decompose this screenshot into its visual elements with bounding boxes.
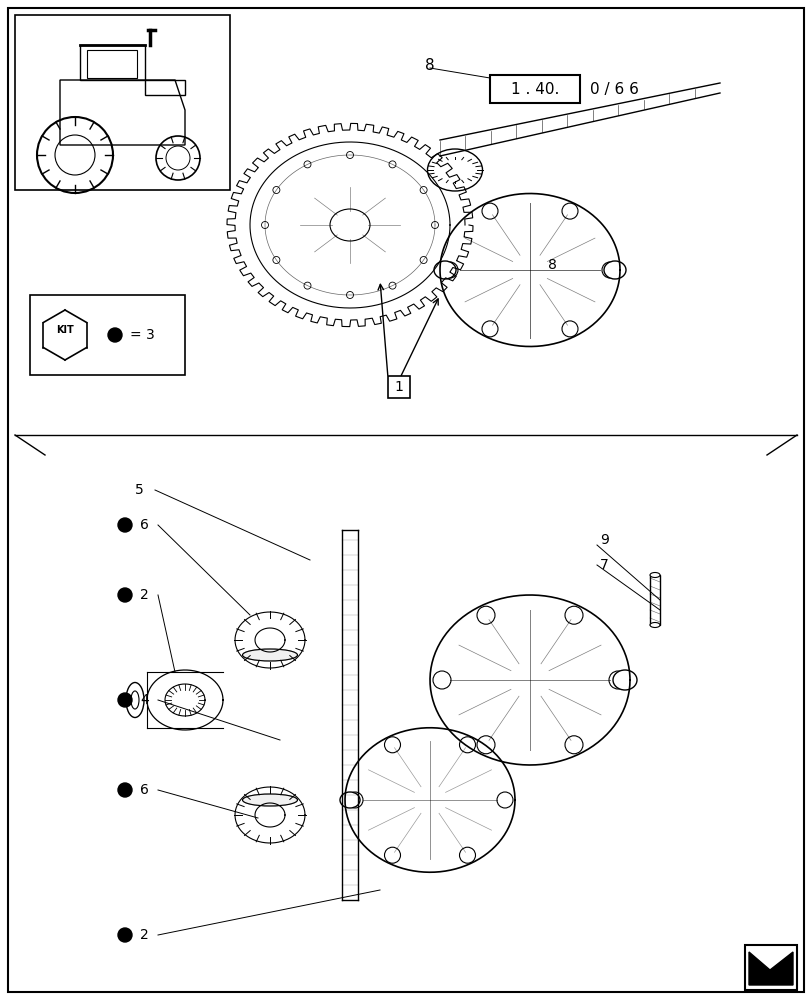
- Ellipse shape: [126, 682, 144, 718]
- Ellipse shape: [612, 670, 636, 690]
- Text: 9: 9: [599, 533, 608, 547]
- Circle shape: [118, 518, 132, 532]
- Ellipse shape: [649, 622, 659, 628]
- Circle shape: [118, 588, 132, 602]
- Text: 5: 5: [135, 483, 144, 497]
- Text: 7: 7: [599, 558, 608, 572]
- Ellipse shape: [649, 572, 659, 578]
- Bar: [15, 15, 230, 190]
- Ellipse shape: [131, 691, 139, 709]
- Text: = 3: = 3: [130, 328, 155, 342]
- Ellipse shape: [340, 792, 359, 808]
- Circle shape: [118, 783, 132, 797]
- Bar: [649, 575, 659, 625]
- Ellipse shape: [242, 794, 297, 806]
- Bar: [388, 376, 410, 398]
- Ellipse shape: [603, 261, 625, 279]
- Ellipse shape: [433, 261, 456, 279]
- Text: 8: 8: [547, 258, 556, 272]
- Bar: [744, 945, 796, 990]
- Text: 2: 2: [139, 588, 148, 602]
- Text: KIT: KIT: [56, 325, 74, 335]
- Circle shape: [118, 693, 132, 707]
- Text: 0 / 6 6: 0 / 6 6: [590, 82, 638, 97]
- Text: 2: 2: [139, 928, 148, 942]
- Circle shape: [118, 928, 132, 942]
- Polygon shape: [748, 952, 792, 985]
- Bar: [489, 75, 579, 103]
- Circle shape: [108, 328, 122, 342]
- Ellipse shape: [242, 649, 297, 661]
- Bar: [87, 50, 137, 78]
- Text: 8: 8: [425, 58, 434, 73]
- Text: 1 . 40.: 1 . 40.: [510, 82, 559, 97]
- Text: 6: 6: [139, 518, 148, 532]
- Text: 4: 4: [139, 693, 148, 707]
- Text: 6: 6: [139, 783, 148, 797]
- Text: 1: 1: [394, 380, 403, 394]
- Bar: [30, 295, 185, 375]
